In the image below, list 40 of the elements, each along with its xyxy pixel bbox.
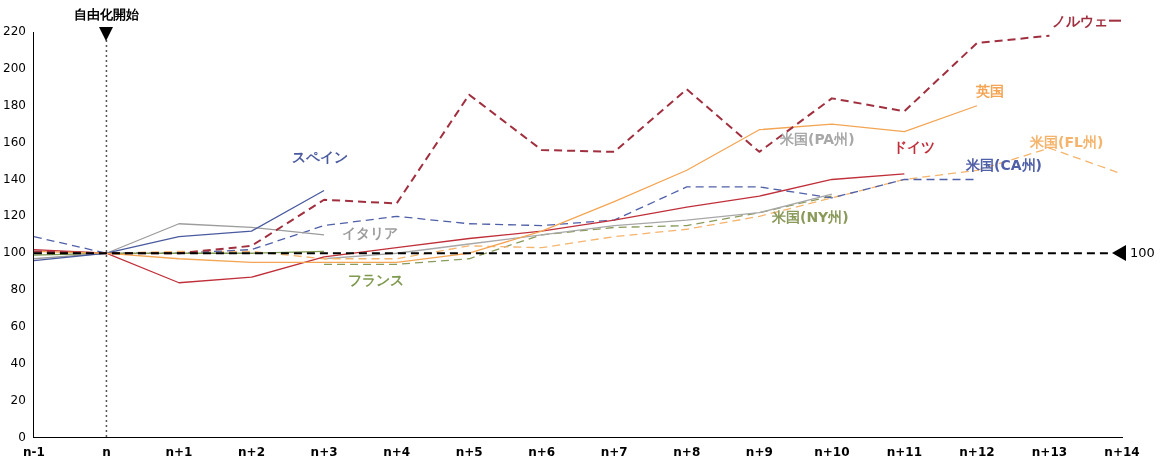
x-tick-label: n+4 bbox=[383, 444, 411, 459]
series-label: イタリア bbox=[342, 224, 398, 241]
x-tick-label: n+5 bbox=[455, 444, 483, 459]
x-tick-label: n-1 bbox=[22, 444, 45, 459]
series-label: 米国(NY州) bbox=[771, 208, 849, 225]
y-tick-label: 20 bbox=[10, 392, 26, 407]
text: 米国(PA州) bbox=[779, 130, 855, 147]
x-tick-label: n+2 bbox=[238, 444, 265, 459]
x-tick-label: n+13 bbox=[1031, 444, 1068, 459]
x-tick-label: n+12 bbox=[959, 444, 995, 459]
y-tick-label: 220 bbox=[3, 24, 26, 39]
x-tick-label: n+14 bbox=[1104, 444, 1140, 459]
y-tick-label: 120 bbox=[3, 208, 26, 223]
ref-line-label: 100 bbox=[1130, 244, 1155, 260]
y-tick-label: 0 bbox=[18, 429, 26, 444]
ref-line-label: 自由化開始 bbox=[73, 6, 140, 22]
series-label: ノルウェー bbox=[1052, 12, 1122, 29]
y-tick-label: 80 bbox=[10, 282, 26, 297]
series-label: 米国(FL州) bbox=[1029, 133, 1104, 150]
x-tick-label: n+7 bbox=[600, 444, 628, 459]
y-tick-label: 100 bbox=[3, 245, 26, 260]
x-tick-label: n+11 bbox=[886, 444, 923, 459]
series-label: 英国 bbox=[975, 82, 1004, 99]
x-tick-label: n+3 bbox=[310, 444, 338, 459]
x-tick-label: n bbox=[102, 444, 111, 459]
x-tick-label: n+1 bbox=[165, 444, 193, 459]
y-tick-label: 180 bbox=[3, 97, 26, 112]
text: スペイン bbox=[292, 148, 348, 165]
y-tick-label: 40 bbox=[10, 355, 26, 370]
text: フランス bbox=[348, 271, 404, 288]
series-label: ドイツ bbox=[893, 138, 935, 155]
y-tick-label: 60 bbox=[10, 319, 26, 334]
x-tick-label: n+10 bbox=[814, 444, 850, 459]
x-tick-label: n+9 bbox=[745, 444, 773, 459]
y-tick-label: 160 bbox=[3, 134, 26, 149]
series-label: 米国(CA州) bbox=[965, 156, 1042, 173]
x-tick-label: n+8 bbox=[673, 444, 701, 459]
y-tick-label: 140 bbox=[3, 171, 26, 186]
x-tick-label: n+6 bbox=[528, 444, 556, 459]
y-tick-label: 200 bbox=[3, 61, 26, 75]
